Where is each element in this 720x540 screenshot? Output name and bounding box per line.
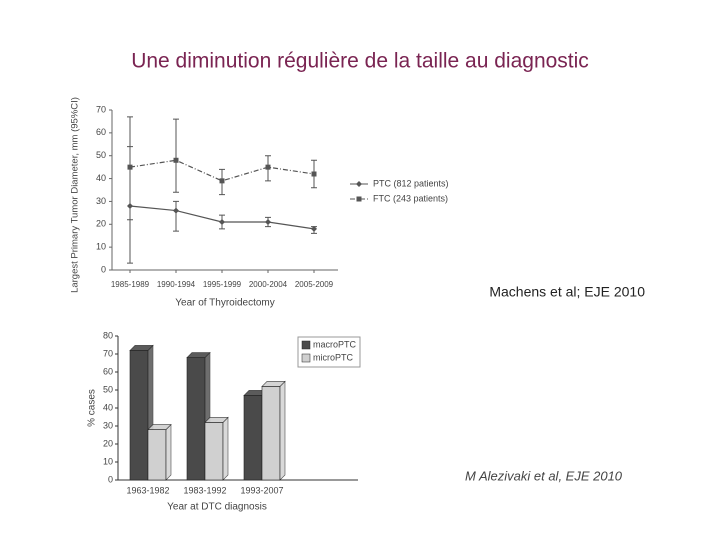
y-tick-label: 60 xyxy=(103,366,113,376)
y-tick-label: 80 xyxy=(103,330,113,340)
bar xyxy=(204,422,224,481)
series-line xyxy=(129,159,315,182)
point xyxy=(173,207,179,214)
y-tick-label: 70 xyxy=(103,348,113,358)
bar-side xyxy=(222,416,229,481)
error-bar xyxy=(173,200,179,232)
y-axis-label: Largest Primary Tumor Diameter, mm (95%C… xyxy=(70,97,81,293)
y-tick-label: 0 xyxy=(108,474,113,484)
bar-top xyxy=(204,417,229,423)
y-tick-label: 70 xyxy=(96,104,106,114)
legend-label: macroPTC xyxy=(313,339,357,349)
x-tick-label: 1995-1999 xyxy=(203,280,242,289)
legend-swatch xyxy=(301,340,311,350)
y-tick-label: 50 xyxy=(96,150,106,160)
slide-title: Une diminution régulière de la taille au… xyxy=(131,50,589,73)
legend-marker xyxy=(356,196,362,202)
point xyxy=(311,225,317,232)
bar-top xyxy=(261,381,286,387)
y-tick-label: 20 xyxy=(103,438,113,448)
bar-top xyxy=(129,345,154,351)
x-tick-label: 1963-1982 xyxy=(126,485,169,495)
bar-side xyxy=(165,423,172,481)
citation: Machens et al; EJE 2010 xyxy=(489,284,645,300)
point xyxy=(173,157,179,163)
bar xyxy=(129,350,149,481)
y-tick-label: 60 xyxy=(96,127,106,137)
citation: M Alezivaki et al, EJE 2010 xyxy=(465,468,623,483)
y-tick-label: 10 xyxy=(96,242,106,252)
legend-label: FTC (243 patients) xyxy=(373,193,448,203)
y-tick-label: 20 xyxy=(96,219,106,229)
x-axis-label: Year at DTC diagnosis xyxy=(167,502,267,513)
x-tick-label: 1993-2007 xyxy=(240,485,283,495)
y-axis-label: % cases xyxy=(87,389,98,427)
legend-label: microPTC xyxy=(313,352,353,362)
point xyxy=(127,164,133,170)
point xyxy=(311,171,317,177)
x-axis-label: Year of Thyroidectomy xyxy=(175,298,275,309)
bar xyxy=(186,357,206,481)
bar xyxy=(261,386,281,481)
x-tick-label: 2000-2004 xyxy=(249,280,288,289)
x-tick-label: 1990-1994 xyxy=(157,280,196,289)
legend-label: PTC (812 patients) xyxy=(373,178,449,188)
y-tick-label: 0 xyxy=(101,264,106,274)
error-bar xyxy=(173,118,179,193)
y-tick-label: 40 xyxy=(96,173,106,183)
bar xyxy=(243,395,263,481)
point xyxy=(265,219,271,225)
bar-top xyxy=(186,352,211,358)
y-tick-label: 30 xyxy=(103,420,113,430)
y-tick-label: 10 xyxy=(103,456,113,466)
y-tick-label: 50 xyxy=(103,384,113,394)
bar-side xyxy=(279,380,286,481)
x-tick-label: 1985-1989 xyxy=(111,280,150,289)
point xyxy=(265,164,271,170)
bar xyxy=(147,429,167,481)
legend-marker xyxy=(356,181,362,187)
point xyxy=(219,178,225,184)
legend-swatch xyxy=(301,353,311,363)
x-tick-label: 2005-2009 xyxy=(295,280,334,289)
point xyxy=(219,219,225,225)
y-tick-label: 30 xyxy=(96,196,106,206)
bar-top xyxy=(147,424,172,430)
y-tick-label: 40 xyxy=(103,402,113,412)
x-tick-label: 1983-1992 xyxy=(183,485,226,495)
